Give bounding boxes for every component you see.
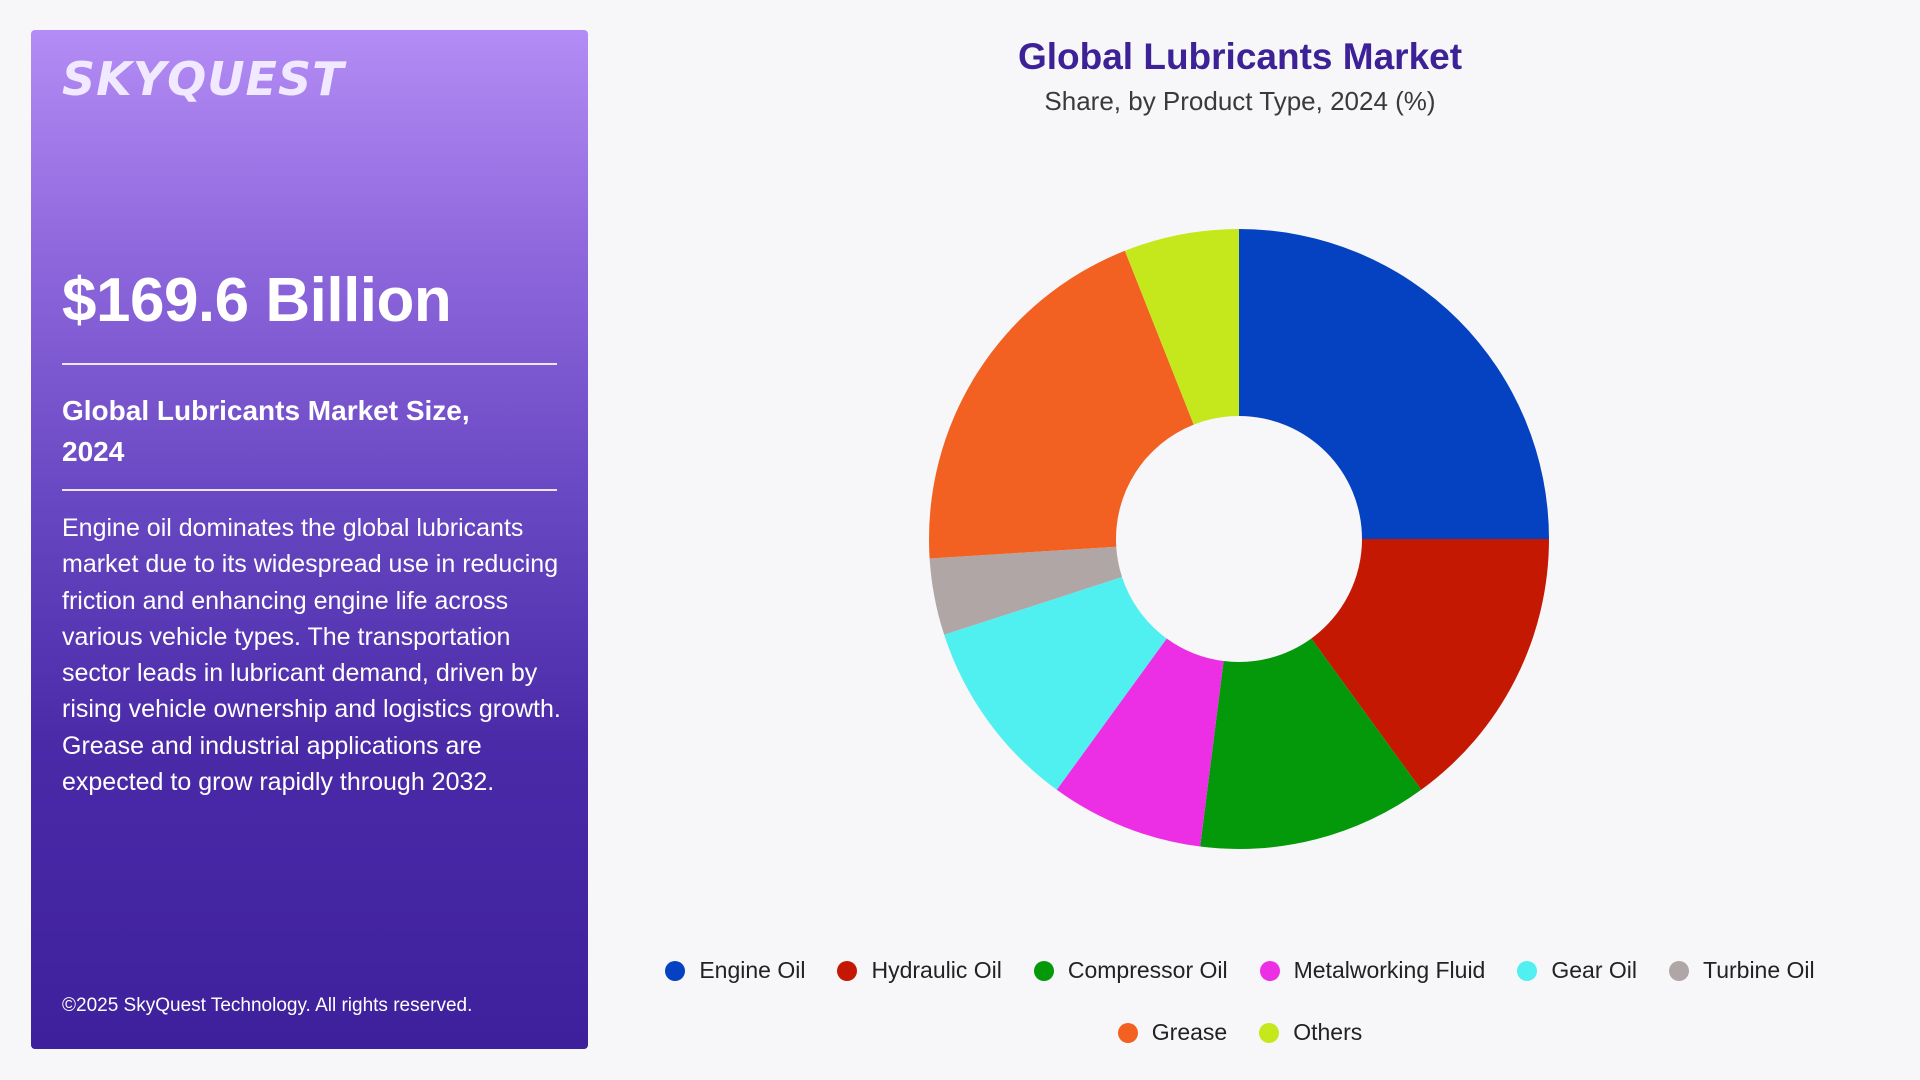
legend-label: Metalworking Fluid	[1293, 957, 1486, 983]
legend-label: Gear Oil	[1551, 957, 1637, 983]
legend-label: Others	[1293, 1019, 1363, 1045]
slice-engine-oil	[1239, 229, 1549, 539]
slice-metalworking-fluid	[1056, 638, 1224, 847]
legend-swatch	[1517, 960, 1538, 981]
legend-item-engine-oil: Engine Oil	[665, 955, 805, 986]
legend-swatch	[837, 960, 858, 981]
slice-compressor-oil	[1200, 638, 1422, 849]
legend-swatch	[1117, 1022, 1138, 1043]
chart-legend: Engine Oil Hydraulic Oil Compressor Oil Met…	[640, 955, 1840, 1048]
divider	[62, 363, 557, 365]
chart-subtitle: Share, by Product Type, 2024 (%)	[1044, 86, 1436, 116]
legend-swatch	[1259, 1022, 1280, 1043]
market-size-label: Global Lubricants Market Size, 2024	[62, 395, 470, 467]
market-description: Engine oil dominates the global lubrican…	[62, 514, 561, 797]
legend-swatch	[665, 960, 686, 981]
copyright-text: ©2025 SkyQuest Technology. All rights re…	[62, 995, 473, 1016]
divider	[62, 489, 557, 491]
slice-turbine-oil	[929, 546, 1123, 635]
legend-item-gear-oil: Gear Oil	[1517, 955, 1637, 986]
summary-panel: SKYQUEST $169.6 Billion Global Lubricant…	[31, 30, 588, 1049]
legend-label: Compressor Oil	[1067, 957, 1228, 983]
slice-gear-oil	[944, 577, 1167, 790]
legend-swatch	[1259, 960, 1280, 981]
legend-item-hydraulic-oil: Hydraulic Oil	[837, 955, 1002, 986]
slice-others	[1124, 229, 1239, 425]
brand-logo: SKYQUEST	[62, 52, 345, 106]
legend-item-metalworking-fluid: Metalworking Fluid	[1259, 955, 1486, 986]
legend-swatch	[1669, 960, 1689, 981]
legend-label: Engine Oil	[699, 957, 806, 983]
slice-grease	[929, 250, 1194, 559]
legend-label: Hydraulic Oil	[871, 957, 1002, 983]
legend-item-grease: Grease	[1117, 1017, 1228, 1048]
slice-hydraulic-oil	[1311, 539, 1549, 790]
legend-item-compressor-oil: Compressor Oil	[1033, 955, 1228, 986]
legend-label: Grease	[1151, 1019, 1228, 1045]
legend-item-turbine-oil: Turbine Oil	[1669, 955, 1815, 986]
chart-title: Global Lubricants Market	[1017, 36, 1463, 77]
legend-item-others: Others	[1259, 1017, 1362, 1048]
market-value: $169.6 Billion	[62, 266, 452, 335]
legend-label: Turbine Oil	[1703, 957, 1815, 983]
legend-swatch	[1033, 960, 1054, 981]
